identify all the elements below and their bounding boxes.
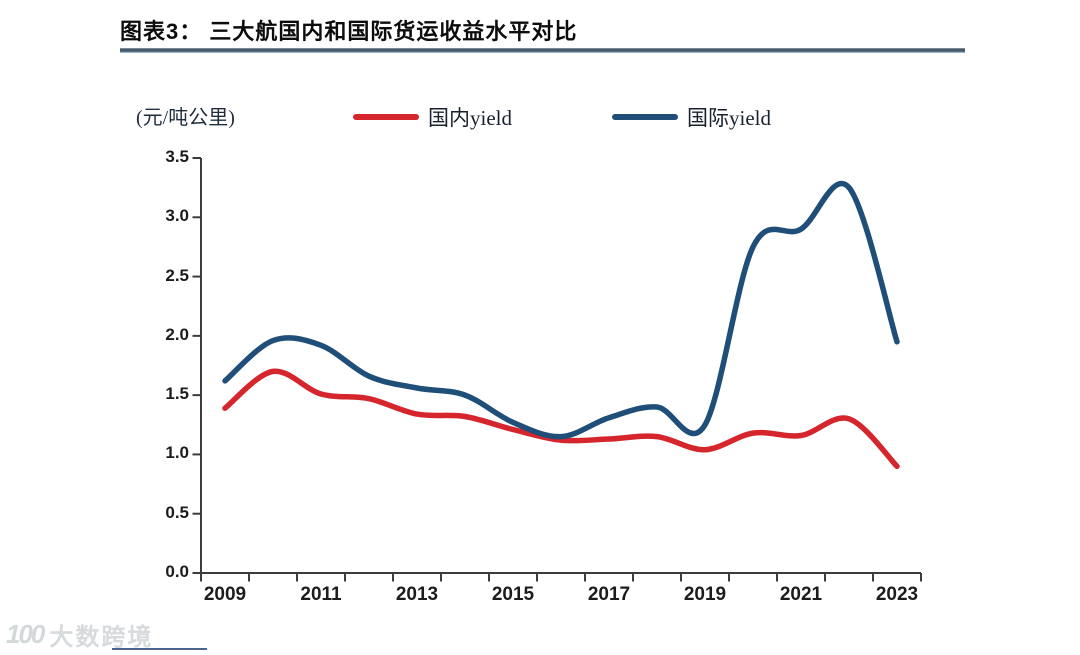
x-axis-tick-label: 2017 [587, 584, 631, 605]
y-axis-tick-label: 3.5 [165, 147, 189, 166]
watermark-text: 大数跨境 [49, 623, 154, 651]
title-divider [120, 48, 965, 53]
y-axis-tick-label: 2.0 [165, 324, 189, 344]
legend-item-international: 国际yield [612, 103, 771, 131]
legend-item-domestic: 国内yield [353, 103, 512, 131]
international-line-swatch [612, 114, 678, 120]
domestic-yield-line [222, 368, 900, 470]
international-yield-line [222, 181, 900, 440]
y-axis-tick-label: 0.0 [165, 562, 189, 581]
x-axis-tick-label: 2009 [203, 584, 247, 605]
chart-title: 图表3： 三大航国内和国际货运收益水平对比 [120, 19, 578, 44]
legend-label-domestic: 国内yield [428, 106, 512, 130]
x-axis-tick-label: 2019 [683, 584, 727, 605]
y-axis-tick-label: 3.0 [165, 206, 189, 226]
y-axis-tick-label: 1.5 [165, 384, 189, 404]
x-axis-tick-label: 2013 [395, 584, 439, 605]
x-axis-tick-label: 2021 [779, 584, 823, 605]
watermark-100-icon: 100 [6, 618, 45, 649]
watermark-underline [112, 648, 207, 650]
domestic-line-swatch [353, 114, 419, 120]
x-axis-tick-label: 2023 [875, 584, 919, 605]
y-axis-unit-label: (元/吨公里) [136, 107, 235, 129]
y-axis-tick-label: 0.5 [165, 502, 189, 522]
legend-label-international: 国际yield [687, 106, 771, 130]
watermark-logo: 100 大数跨境 [6, 616, 153, 652]
x-axis-tick-label: 2015 [491, 584, 535, 605]
x-axis-tick-label: 2011 [300, 584, 342, 605]
y-axis-tick-label: 1.0 [165, 443, 189, 463]
y-axis-tick-label: 2.5 [165, 265, 189, 285]
